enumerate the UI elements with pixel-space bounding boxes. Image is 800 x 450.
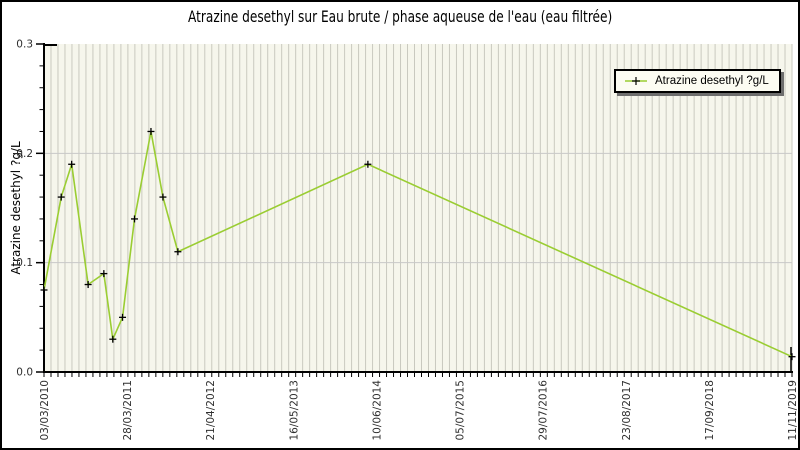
plot-area (44, 44, 792, 372)
svg-text:29/07/2016: 29/07/2016 (538, 380, 550, 441)
chart-title: Atrazine desethyl sur Eau brute / phase … (2, 7, 798, 26)
vertical-gridlines (50, 44, 793, 372)
svg-text:05/07/2015: 05/07/2015 (455, 380, 467, 441)
svg-text:16/05/2013: 16/05/2013 (288, 380, 300, 441)
svg-text:11/11/2019: 11/11/2019 (787, 380, 799, 441)
svg-text:10/06/2014: 10/06/2014 (371, 380, 383, 441)
svg-text:17/09/2018: 17/09/2018 (704, 380, 716, 441)
legend: Atrazine desethyl ?g/L (614, 69, 781, 93)
svg-text:0.2: 0.2 (16, 148, 33, 160)
svg-text:0.1: 0.1 (16, 257, 33, 269)
x-tick-labels: 03/03/2010 28/03/2011 21/04/2012 16/05/2013… (39, 380, 799, 441)
axes (43, 43, 793, 373)
y-tick-labels: 0.0 0.1 0.2 0.3 (16, 39, 33, 379)
svg-text:21/04/2012: 21/04/2012 (205, 380, 217, 441)
chart-title-text: Atrazine desethyl sur Eau brute / phase … (187, 7, 613, 26)
legend-line-plus-marker-icon (625, 77, 647, 85)
series-markers (40, 127, 796, 361)
svg-text:03/03/2010: 03/03/2010 (39, 380, 51, 441)
horizontal-gridlines (45, 152, 792, 264)
legend-label: Atrazine desethyl ?g/L (655, 75, 769, 87)
svg-text:0.0: 0.0 (16, 367, 33, 379)
svg-text:28/03/2011: 28/03/2011 (122, 380, 134, 441)
y-axis-ticks (36, 43, 44, 373)
svg-text:23/08/2017: 23/08/2017 (621, 380, 633, 441)
svg-text:0.3: 0.3 (16, 39, 33, 51)
